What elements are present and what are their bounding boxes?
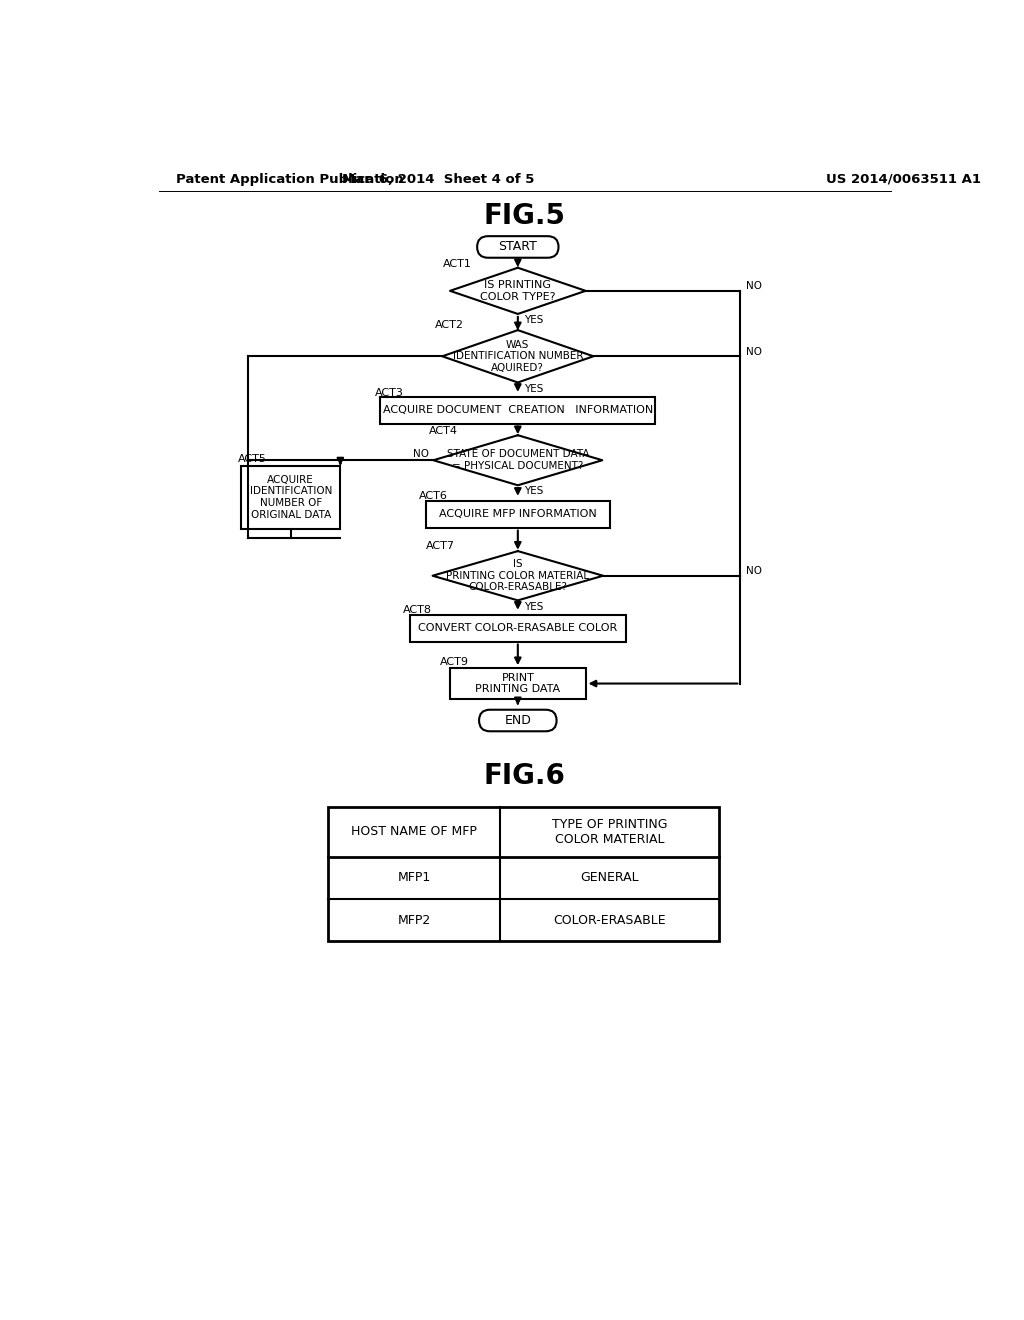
Text: ACT5: ACT5 <box>238 454 267 463</box>
Text: FIG.6: FIG.6 <box>484 762 565 789</box>
Text: IS
PRINTING COLOR MATERIAL
COLOR-ERASABLE?: IS PRINTING COLOR MATERIAL COLOR-ERASABL… <box>446 560 590 593</box>
Text: ACQUIRE MFP INFORMATION: ACQUIRE MFP INFORMATION <box>439 510 597 519</box>
Text: ACQUIRE DOCUMENT  CREATION   INFORMATION: ACQUIRE DOCUMENT CREATION INFORMATION <box>383 405 653 416</box>
Text: ACT9: ACT9 <box>440 657 469 667</box>
FancyBboxPatch shape <box>479 710 557 731</box>
Text: Patent Application Publication: Patent Application Publication <box>176 173 403 186</box>
Text: NO: NO <box>746 566 763 576</box>
FancyBboxPatch shape <box>477 236 558 257</box>
Text: CONVERT COLOR-ERASABLE COLOR: CONVERT COLOR-ERASABLE COLOR <box>418 623 617 634</box>
Bar <box>380 397 655 424</box>
Text: US 2014/0063511 A1: US 2014/0063511 A1 <box>825 173 981 186</box>
Bar <box>241 466 340 529</box>
Text: STATE OF DOCUMENT DATA
= PHYSICAL DOCUMENT?: STATE OF DOCUMENT DATA = PHYSICAL DOCUME… <box>446 449 589 471</box>
Text: NO: NO <box>746 281 763 292</box>
Text: IS PRINTING
COLOR TYPE?: IS PRINTING COLOR TYPE? <box>480 280 556 302</box>
Text: HOST NAME OF MFP: HOST NAME OF MFP <box>351 825 477 838</box>
Text: START: START <box>499 240 538 253</box>
Text: TYPE OF PRINTING
COLOR MATERIAL: TYPE OF PRINTING COLOR MATERIAL <box>552 818 667 846</box>
Text: YES: YES <box>524 315 544 325</box>
Text: FIG.5: FIG.5 <box>483 202 566 230</box>
Text: NO: NO <box>746 347 763 356</box>
Text: END: END <box>505 714 531 727</box>
Text: ACQUIRE
IDENTIFICATION
NUMBER OF
ORIGINAL DATA: ACQUIRE IDENTIFICATION NUMBER OF ORIGINA… <box>250 475 332 520</box>
Text: COLOR-ERASABLE: COLOR-ERASABLE <box>553 913 666 927</box>
Text: GENERAL: GENERAL <box>580 871 639 884</box>
Text: ACT3: ACT3 <box>375 388 403 399</box>
Text: WAS
IDENTIFICATION NUMBER
AQUIRED?: WAS IDENTIFICATION NUMBER AQUIRED? <box>453 339 583 372</box>
Text: ACT6: ACT6 <box>419 491 447 502</box>
Text: ACT1: ACT1 <box>442 259 471 269</box>
Text: YES: YES <box>524 487 544 496</box>
Text: YES: YES <box>524 384 544 393</box>
Bar <box>410 615 626 642</box>
Text: MFP2: MFP2 <box>397 913 431 927</box>
Text: ACT4: ACT4 <box>429 426 458 436</box>
Text: MFP1: MFP1 <box>397 871 431 884</box>
Text: YES: YES <box>524 602 544 611</box>
Text: ACT8: ACT8 <box>403 606 432 615</box>
Bar <box>426 500 610 528</box>
Bar <box>328 807 719 941</box>
Text: ACT7: ACT7 <box>426 541 456 552</box>
Text: ACT2: ACT2 <box>435 321 464 330</box>
Text: Mar. 6, 2014  Sheet 4 of 5: Mar. 6, 2014 Sheet 4 of 5 <box>342 173 535 186</box>
Text: NO: NO <box>414 449 429 459</box>
Bar <box>450 668 586 700</box>
Text: PRINT
PRINTING DATA: PRINT PRINTING DATA <box>475 673 560 694</box>
